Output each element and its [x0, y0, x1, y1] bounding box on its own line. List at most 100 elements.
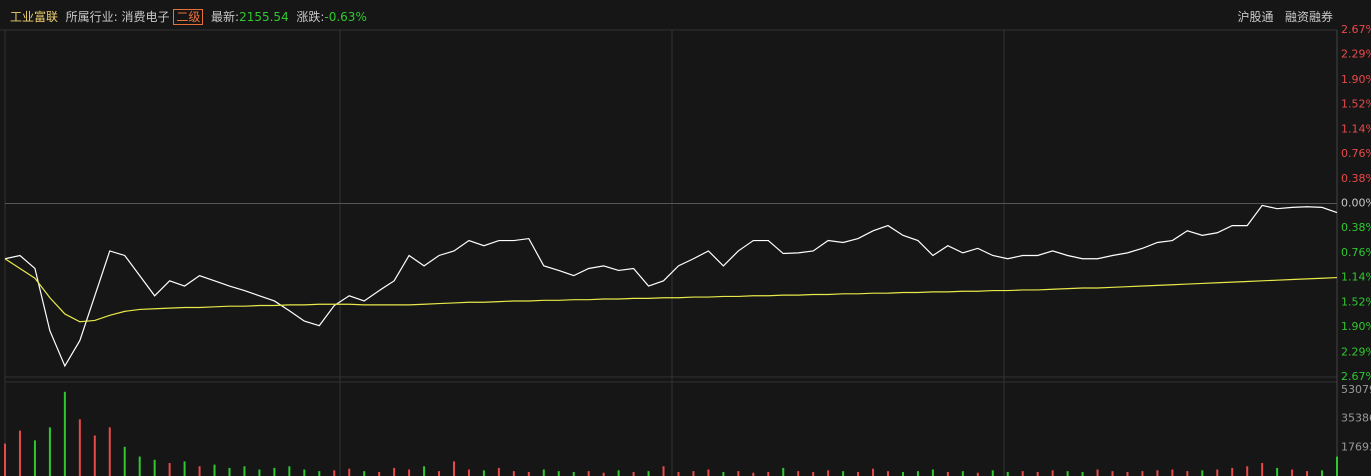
y-tick-label: 0.38% — [1341, 221, 1371, 234]
volume-bar — [827, 470, 830, 476]
volume-bar — [1246, 466, 1249, 476]
volume-bar — [243, 466, 246, 476]
y-tick-label: 2.29% — [1341, 48, 1371, 61]
volume-bar — [632, 471, 635, 476]
link[interactable]: 沪股通 — [1237, 10, 1274, 24]
volume-bar — [1216, 469, 1219, 476]
level-badge: 二级 — [173, 9, 204, 25]
volume-bar — [153, 459, 156, 476]
volume-bar — [1171, 469, 1174, 476]
volume-bar — [1231, 467, 1234, 476]
volume-bar — [1111, 471, 1114, 476]
volume-bar — [1006, 471, 1009, 476]
latest: 2155.54 — [239, 10, 289, 24]
volume-bar — [722, 471, 725, 476]
y-tick-label: 0.76% — [1341, 147, 1371, 160]
volume-bar — [1321, 470, 1324, 476]
y-tick-label: 0.38% — [1341, 172, 1371, 185]
latest-label: 最新: — [211, 10, 240, 24]
stock-name: 工业富联 — [10, 10, 59, 24]
volume-bar — [1261, 463, 1264, 476]
volume-bar — [901, 471, 904, 476]
volume-bar — [48, 427, 51, 476]
volume-bar — [931, 469, 934, 476]
volume-bar — [348, 468, 351, 476]
volume-bar — [63, 391, 66, 476]
volume-bar — [393, 467, 396, 476]
volume-bar — [572, 471, 575, 476]
volume-bar — [213, 464, 216, 476]
change: -0.63% — [324, 10, 367, 24]
volume-bar — [228, 467, 231, 476]
price-line — [4, 258, 1338, 323]
volume-bar — [1276, 467, 1279, 476]
y-tick-label: 53079 — [1341, 383, 1371, 396]
volume-bar — [617, 470, 620, 476]
volume-bar — [408, 469, 411, 476]
volume-bar — [423, 466, 426, 476]
volume-bar — [812, 471, 815, 476]
y-tick-label: 1.14% — [1341, 122, 1371, 135]
volume-bar — [737, 471, 740, 476]
volume-bar — [916, 471, 919, 476]
volume-bar — [527, 471, 530, 476]
volume-bar — [1306, 471, 1309, 476]
volume-bar — [198, 466, 201, 476]
volume-bar — [677, 471, 680, 476]
volume-bar — [1156, 470, 1159, 476]
volume-bar — [1051, 470, 1054, 476]
volume-bar — [1141, 471, 1144, 476]
volume-bar — [1096, 469, 1099, 476]
header: 工业富联 所属行业: 消费电子 二级 最新:2155.54 涨跌:-0.63% — [10, 8, 367, 25]
volume-bar — [1036, 471, 1039, 476]
volume-bar — [887, 471, 890, 476]
volume-bar — [857, 471, 860, 476]
volume-bar — [961, 471, 964, 476]
volume-bar — [1066, 471, 1069, 476]
volume-bar — [273, 467, 276, 476]
volume-bar — [692, 471, 695, 476]
volume-bar — [767, 471, 770, 476]
y-tick-label: 2.67% — [1341, 370, 1371, 383]
volume-bar — [662, 466, 665, 476]
volume-bar — [18, 430, 21, 476]
volume-bar — [78, 419, 81, 476]
y-tick-label: 2.29% — [1341, 345, 1371, 358]
volume-bar — [258, 469, 261, 476]
change-label: 涨跌: — [296, 10, 325, 24]
volume-bar — [138, 456, 141, 476]
volume-bar — [1021, 471, 1024, 476]
price-line — [4, 204, 1338, 368]
volume-bar — [333, 470, 336, 476]
y-tick-label: 1.52% — [1341, 98, 1371, 111]
volume-bar — [1336, 456, 1338, 476]
y-tick-label: 2.67% — [1341, 23, 1371, 36]
link[interactable]: 融资融券 — [1284, 10, 1333, 24]
volume-bar — [497, 467, 500, 476]
industry-label: 所属行业: — [65, 10, 118, 24]
volume-bar — [482, 470, 485, 476]
volume-bar — [782, 467, 785, 476]
volume-bar — [363, 471, 366, 476]
volume-bar — [467, 469, 470, 476]
volume-bar — [4, 443, 6, 476]
volume-bar — [318, 471, 321, 476]
volume-bar — [991, 470, 994, 476]
volume-bar — [288, 466, 291, 476]
volume-bar — [752, 472, 755, 476]
volume-bar — [797, 471, 800, 476]
volume-bar — [512, 471, 515, 476]
volume-bar — [93, 435, 96, 476]
y-tick-label: 0.76% — [1341, 246, 1371, 259]
volume-bar — [602, 472, 605, 476]
header-links: 沪股通 融资融券 — [1238, 8, 1333, 25]
y-tick-label: 35386 — [1341, 412, 1371, 425]
y-tick-label: 1.14% — [1341, 271, 1371, 284]
volume-bar — [438, 471, 441, 476]
industry[interactable]: 消费电子 — [121, 10, 170, 24]
volume-bar — [1201, 470, 1204, 476]
volume-bar — [183, 461, 186, 476]
volume-bar — [872, 468, 875, 476]
